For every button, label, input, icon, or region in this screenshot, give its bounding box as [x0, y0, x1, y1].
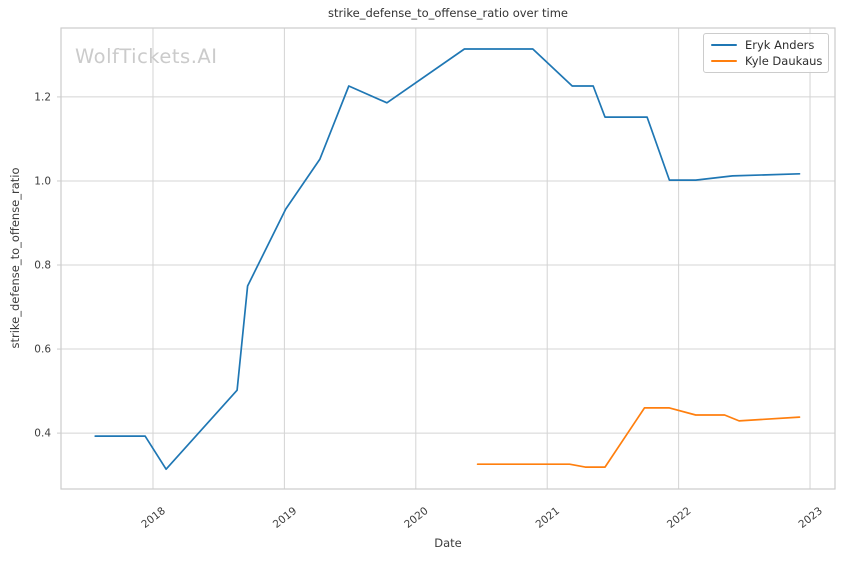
series-line-eryk-anders	[94, 48, 801, 471]
x-tick-label-2020: 2020	[402, 505, 430, 531]
legend-swatch-eryk-anders	[711, 43, 737, 47]
y-axis-label: strike_defense_to_offense_ratio	[8, 167, 22, 349]
y-tick-label-1.2: 1.2	[34, 91, 51, 103]
plot-border	[60, 27, 836, 490]
x-tick-label-2018: 2018	[139, 505, 167, 531]
chart-title: strike_defense_to_offense_ratio over tim…	[328, 6, 568, 20]
y-tick-label-1.0: 1.0	[34, 175, 51, 187]
y-tick-label-0.6: 0.6	[34, 344, 51, 356]
x-tick-label-2021: 2021	[534, 505, 562, 531]
watermark: WolfTickets.AI	[75, 45, 218, 68]
legend-item-kyle-daukaus: Kyle Daukaus	[711, 54, 823, 68]
legend-item-eryk-anders: Eryk Anders	[711, 38, 821, 52]
x-tick-label-2019: 2019	[271, 505, 299, 531]
y-tick-label-0.4: 0.4	[34, 428, 51, 440]
legend-swatch-kyle-daukaus	[711, 59, 737, 63]
x-tick-label-2022: 2022	[665, 505, 693, 531]
x-tick-label-2023: 2023	[796, 505, 824, 531]
y-tick-label-0.8: 0.8	[34, 260, 51, 272]
legend-label: Eryk Anders	[745, 38, 815, 52]
legend-label: Kyle Daukaus	[745, 54, 823, 68]
x-axis-label: Date	[434, 536, 462, 550]
series-line-kyle-daukaus	[476, 407, 801, 468]
legend: Eryk Anders Kyle Daukaus	[703, 33, 829, 73]
